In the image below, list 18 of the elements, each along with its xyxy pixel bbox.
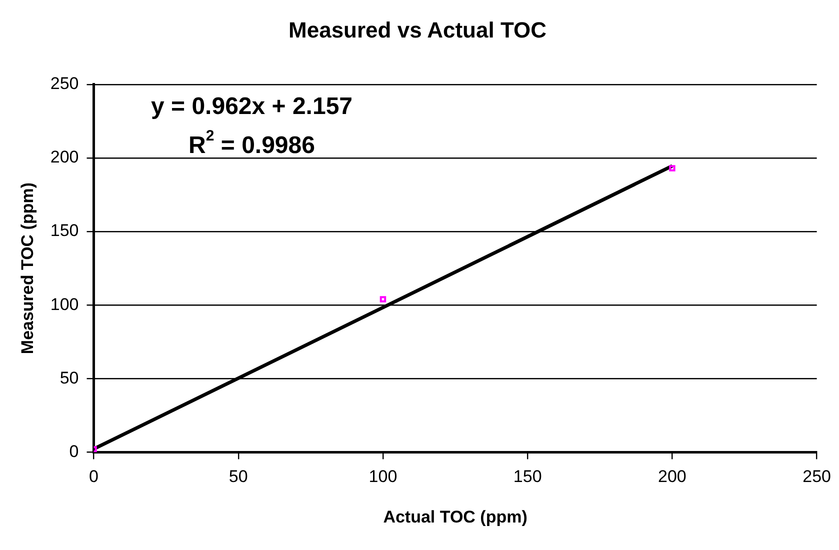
y-tick-label: 50 [60, 368, 79, 388]
x-tick-label: 200 [658, 467, 686, 486]
point [380, 296, 386, 302]
x-tick-label: 100 [368, 467, 398, 486]
point [669, 165, 676, 172]
y-tick-label: 150 [50, 221, 79, 240]
y-tick-label: 100 [50, 294, 79, 314]
y-axis-title: Measured TOC (ppm) [18, 182, 37, 354]
x-tick-label: 250 [802, 467, 832, 486]
y-tick-label: 200 [50, 148, 79, 167]
x-tick-label: 0 [89, 467, 98, 486]
x-tick-label: 150 [513, 467, 542, 486]
chart-title: Measured vs Actual TOC [288, 17, 547, 42]
x-tick-label: 50 [228, 467, 248, 486]
y-tick-label: 250 [50, 74, 79, 94]
y-tick-label: 0 [69, 442, 79, 461]
annotation: y = 0.962x + 2.157 [151, 93, 353, 120]
x-axis-title: Actual TOC (ppm) [383, 507, 528, 526]
